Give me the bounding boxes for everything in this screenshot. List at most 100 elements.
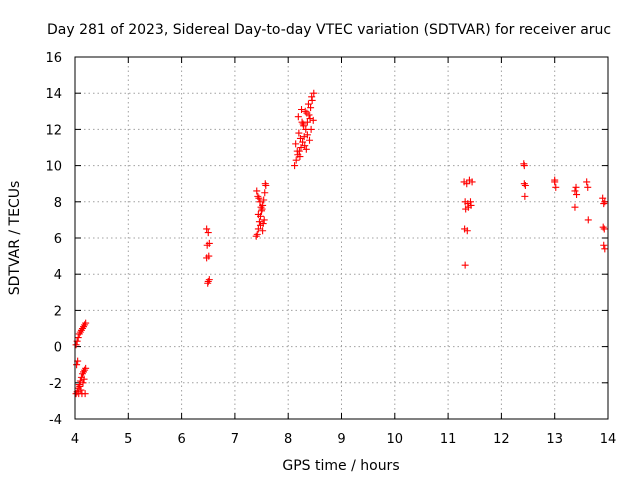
data-point — [299, 138, 307, 146]
y-tick-label: 8 — [54, 196, 62, 211]
data-point — [300, 133, 308, 141]
data-point — [291, 162, 299, 170]
data-point — [309, 116, 317, 124]
data-point — [461, 261, 469, 269]
data-point — [463, 180, 471, 188]
data-point — [76, 382, 84, 390]
data-point — [260, 196, 268, 204]
data-point — [252, 232, 260, 240]
data-point — [571, 187, 579, 195]
y-tick-label: -4 — [49, 413, 62, 428]
data-point — [599, 194, 607, 202]
data-point — [302, 145, 310, 153]
data-point — [467, 201, 475, 209]
data-point — [521, 182, 529, 190]
y-tick-label: 2 — [54, 304, 62, 319]
data-point — [584, 183, 592, 191]
grid-lines — [75, 57, 608, 419]
data-point — [303, 131, 311, 139]
data-point — [82, 319, 90, 327]
data-point — [600, 200, 608, 208]
x-tick-label: 7 — [231, 432, 239, 447]
data-point — [298, 118, 306, 126]
data-point — [583, 178, 591, 186]
chart-title: Day 281 of 2023, Sidereal Day-to-day VTE… — [47, 22, 611, 38]
data-point — [261, 189, 269, 197]
x-tick-label: 6 — [177, 432, 185, 447]
data-point — [292, 156, 300, 164]
data-point — [468, 178, 476, 186]
y-tick-label: 4 — [54, 268, 62, 283]
data-point — [74, 334, 82, 342]
data-point — [552, 183, 560, 191]
data-point — [304, 100, 312, 108]
data-point — [261, 180, 269, 188]
data-point — [573, 191, 581, 199]
data-point — [73, 361, 81, 369]
data-point — [584, 216, 592, 224]
data-point — [255, 194, 263, 202]
data-point — [600, 225, 608, 233]
data-point — [307, 125, 315, 133]
y-axis-label: SDTVAR / TECUs — [7, 181, 23, 296]
data-point — [298, 105, 306, 113]
data-point — [203, 225, 211, 233]
data-points — [72, 89, 609, 398]
data-point — [297, 144, 305, 151]
data-point — [256, 198, 264, 206]
data-point — [255, 218, 263, 226]
data-point — [303, 109, 311, 117]
data-point — [256, 221, 264, 229]
y-tick-label: -2 — [49, 377, 62, 392]
x-tick-label: 13 — [546, 432, 563, 447]
data-point — [254, 210, 262, 218]
data-point — [293, 147, 301, 155]
data-point — [463, 227, 471, 235]
data-point — [203, 241, 211, 249]
data-point — [80, 375, 88, 383]
data-point — [299, 120, 307, 128]
x-tick-label: 5 — [124, 432, 132, 447]
y-tick-label: 6 — [54, 232, 62, 247]
data-point — [301, 142, 309, 150]
data-point — [253, 230, 261, 238]
data-point — [520, 162, 528, 170]
x-tick-label: 12 — [493, 432, 510, 447]
data-point — [600, 241, 608, 249]
data-point — [310, 89, 318, 97]
axis-ticks: 4 5 6 7 8 9 10 11 12 13 14 -4 -2 0 2 4 6 8 10 12 14 16 — [45, 51, 616, 447]
data-point — [72, 341, 80, 349]
data-point — [78, 390, 86, 398]
data-point — [306, 136, 314, 144]
y-tick-label: 12 — [45, 123, 62, 138]
data-point — [307, 104, 315, 112]
plot-frame — [74, 56, 609, 420]
data-point — [520, 180, 528, 188]
x-tick-label: 4 — [71, 432, 79, 447]
data-point — [301, 107, 309, 115]
data-point — [253, 187, 261, 195]
data-point — [601, 198, 609, 206]
y-tick-label: 10 — [45, 160, 62, 175]
y-tick-label: 0 — [54, 341, 62, 356]
data-point — [292, 140, 300, 148]
data-point — [259, 227, 267, 235]
data-point — [204, 229, 212, 237]
data-point — [601, 245, 609, 253]
x-tick-label: 9 — [337, 432, 345, 447]
data-point — [296, 134, 304, 142]
x-tick-label: 11 — [440, 432, 457, 447]
data-point — [571, 203, 579, 211]
data-point — [257, 203, 265, 211]
y-tick-label: 14 — [45, 87, 62, 102]
data-point — [521, 192, 529, 200]
data-point — [551, 176, 559, 184]
data-point — [308, 93, 316, 101]
data-point — [258, 205, 266, 213]
x-tick-label: 8 — [284, 432, 292, 447]
data-point — [599, 223, 607, 231]
y-tick-label: 16 — [45, 51, 62, 66]
data-point — [203, 254, 211, 262]
data-point — [260, 216, 268, 224]
